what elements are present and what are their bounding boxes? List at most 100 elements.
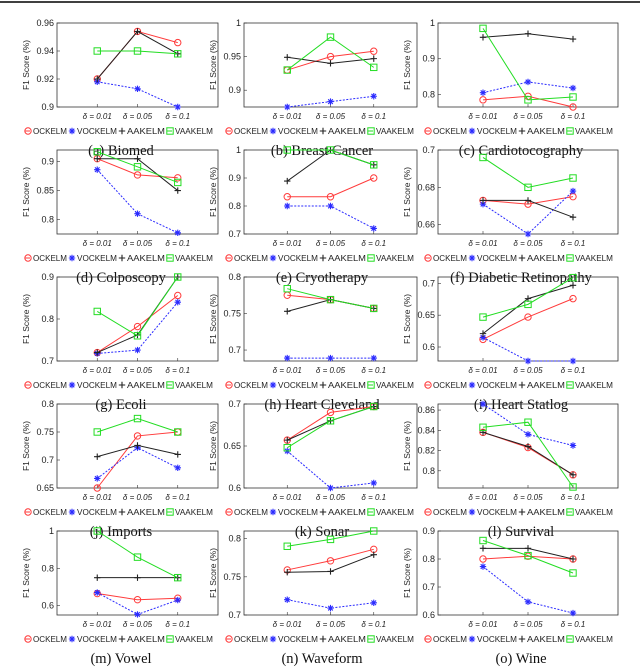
data-point-vockelm [327, 484, 334, 492]
y-tick-label: 0.82 [417, 446, 435, 456]
data-point-vaakelm [133, 553, 142, 561]
legend-entry: AAKELM [518, 126, 565, 136]
legend-entry: VOCKELM [68, 253, 117, 263]
series-line-aakelm [482, 431, 574, 476]
data-point-vockelm [174, 464, 181, 472]
y-axis-label: F1 Score (%) [21, 548, 31, 598]
legend-label: VAAKELM [376, 634, 414, 644]
data-point-vockelm [174, 229, 181, 237]
series-line-aakelm [97, 276, 179, 354]
y-tick-label: 0.7 [422, 582, 435, 592]
legend-entry: AAKELM [518, 507, 565, 517]
series-line-vockelm [482, 566, 574, 614]
legend-marker-vaakelm [367, 127, 375, 135]
legend-label: VOCKELM [77, 126, 117, 136]
x-tick-label: δ = 0.1 [561, 620, 586, 629]
chart-panel: 0.8 0.85 0.9 δ = 0.01 δ = 0.05 δ = 0.1 F1 Scor… [21, 148, 219, 286]
chart-panel: 0.6 0.8 1 δ = 0.01 δ = 0.05 δ = 0.1 F1 Score (… [21, 526, 219, 667]
series-line-ockelm [287, 177, 374, 198]
data-point-vaakelm [326, 33, 335, 41]
legend-entry: AAKELM [319, 507, 366, 517]
series-line-vaakelm [286, 406, 374, 449]
legend-marker-vaakelm [566, 254, 574, 262]
data-point-vockelm [479, 89, 487, 96]
data-point-vockelm [569, 357, 577, 365]
y-tick-label: 0.66 [417, 220, 435, 230]
legend-marker-vaakelm [566, 508, 574, 516]
x-tick-label: δ = 0.05 [316, 493, 346, 502]
data-point-vaakelm [479, 153, 487, 162]
legend-label: VAAKELM [175, 380, 213, 390]
chart-caption: (c) Cardiotocography [459, 143, 584, 159]
chart-caption: (n) Waveform [281, 651, 363, 667]
legend-entry: VAAKELM [367, 634, 414, 644]
legend-entry: VAAKELM [166, 507, 213, 517]
legend-entry: VOCKELM [269, 507, 318, 517]
legend-marker-vockelm [68, 508, 76, 516]
data-point-aakelm [134, 574, 141, 581]
y-tick-label: 0.9 [41, 102, 54, 112]
data-point-aakelm [327, 568, 334, 575]
legend-label: OCKELM [234, 380, 268, 390]
legend-marker-vockelm [68, 127, 76, 135]
legend-marker-ockelm [424, 127, 432, 135]
legend-marker-vockelm [468, 254, 476, 262]
data-point-vockelm [94, 589, 101, 596]
data-point-ockelm [174, 38, 182, 47]
data-point-vockelm [327, 98, 334, 105]
data-point-vaakelm [370, 304, 378, 313]
data-point-aakelm [284, 569, 291, 576]
legend-label: VOCKELM [477, 253, 517, 263]
y-tick-label: 0.92 [36, 74, 54, 84]
plot-area [56, 22, 219, 108]
legend-label: AAKELM [127, 507, 165, 517]
legend-marker-ockelm [424, 635, 432, 643]
data-point-ockelm [569, 103, 577, 111]
x-tick-label: δ = 0.1 [361, 620, 386, 629]
y-tick-label: 0.84 [417, 425, 435, 435]
data-point-ockelm [174, 291, 182, 300]
series-line-vaakelm [96, 530, 178, 579]
series-line-vockelm [287, 599, 374, 609]
x-tick-label: δ = 0.05 [123, 112, 153, 121]
legend-label: VOCKELM [278, 507, 318, 517]
data-point-vaakelm [370, 402, 378, 411]
data-point-vockelm [569, 442, 577, 449]
x-tick-label: δ = 0.05 [316, 112, 346, 121]
series-line-aakelm [482, 284, 574, 335]
data-point-aakelm [524, 443, 532, 450]
legend-marker-aakelm [118, 381, 126, 389]
y-axis-label: F1 Score (%) [208, 421, 218, 471]
x-tick-label: δ = 0.1 [561, 112, 586, 121]
series-line-vaakelm [286, 36, 375, 71]
y-tick-label: 0.95 [223, 52, 241, 62]
legend-label: VOCKELM [77, 507, 117, 517]
x-tick-label: δ = 0.01 [468, 366, 497, 375]
legend-entry: OCKELM [225, 507, 268, 517]
y-tick-label: 0.6 [41, 601, 54, 611]
x-tick-label: δ = 0.01 [83, 620, 112, 629]
y-tick-label: 0.94 [36, 46, 54, 56]
data-point-vaakelm [174, 573, 182, 582]
legend-marker-vockelm [269, 635, 277, 643]
legend-marker-vockelm [468, 381, 476, 389]
y-tick-label: 0.65 [223, 441, 241, 451]
y-tick-label: 0.9 [41, 272, 54, 282]
chart-panel: 0.7 0.75 0.8 δ = 0.01 δ = 0.05 δ = 0.1 F1 Scor… [208, 272, 418, 413]
data-point-aakelm [284, 436, 291, 444]
data-point-vockelm [284, 596, 291, 603]
legend-label: AAKELM [328, 380, 366, 390]
legend-entry: VAAKELM [367, 380, 414, 390]
legend-label: OCKELM [33, 380, 67, 390]
legend-entry: VOCKELM [468, 634, 517, 644]
data-point-vockelm [370, 93, 377, 100]
data-point-aakelm [284, 54, 291, 61]
legend-entry: VOCKELM [468, 126, 517, 136]
x-tick-label: δ = 0.05 [316, 239, 346, 248]
chart-caption: (g) Ecoli [95, 397, 146, 413]
legend-label: VAAKELM [575, 634, 613, 644]
series-line-ockelm [97, 593, 178, 601]
y-axis-label: F1 Score (%) [402, 421, 412, 471]
data-point-vaakelm [326, 295, 335, 304]
legend-marker-vockelm [269, 508, 277, 516]
